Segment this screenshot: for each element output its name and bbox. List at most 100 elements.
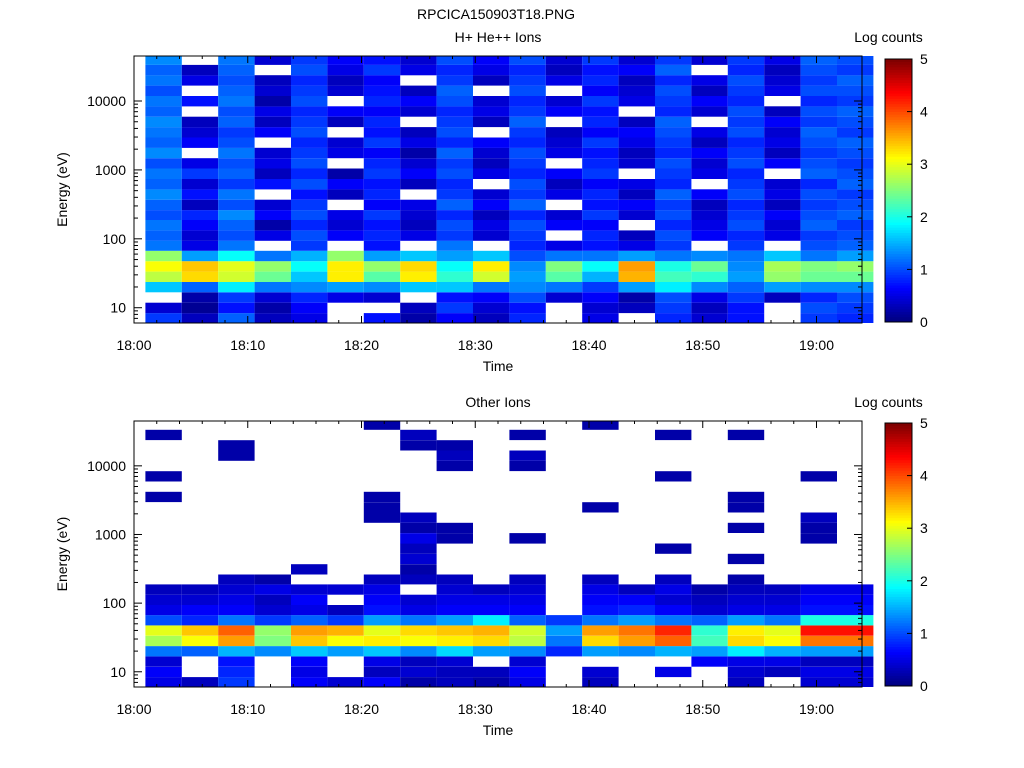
heatmap-cell (509, 281, 546, 293)
colorbar-tick-label: 2 (920, 573, 928, 589)
heatmap-cell (145, 179, 182, 190)
heatmap-cell (473, 96, 510, 107)
heatmap-cell (800, 292, 837, 303)
colorbar-segment (885, 643, 912, 647)
heatmap-cell (218, 281, 255, 293)
colorbar-segment (885, 430, 912, 434)
heatmap-cell (545, 220, 583, 231)
heatmap-cell (254, 615, 291, 626)
heatmap-cell (545, 147, 583, 159)
heatmap-cell (363, 491, 401, 503)
colorbar-segment (885, 185, 912, 189)
heatmap-cell (473, 677, 510, 687)
heatmap-cell (145, 302, 182, 314)
heatmap-cell (291, 127, 328, 138)
heatmap-cell (655, 635, 692, 647)
heatmap-cell (509, 574, 546, 585)
heatmap-cell (545, 625, 583, 636)
heatmap-cell (509, 313, 546, 323)
heatmap-cell (473, 189, 510, 200)
heatmap-cell (218, 302, 255, 314)
colorbar-segment (885, 222, 912, 226)
colorbar-segment (885, 657, 912, 661)
colorbar-segment (885, 190, 912, 194)
heatmap-cell (363, 512, 401, 523)
heatmap-cell (545, 64, 583, 76)
colorbar-segment (885, 549, 912, 553)
heatmap-cell (291, 240, 328, 251)
heatmap-cell (655, 147, 692, 159)
heatmap-cell (363, 56, 401, 65)
heatmap-cell (837, 250, 874, 262)
colorbar-segment (885, 609, 912, 613)
colorbar-segment (885, 536, 912, 540)
heatmap-cell (837, 210, 874, 220)
heatmap-cell (181, 250, 219, 262)
colorbar-segment (885, 480, 912, 484)
colorbar-segment (885, 512, 912, 516)
heatmap-cell (218, 625, 255, 636)
heatmap-cell (400, 512, 437, 523)
colorbar-segment (885, 675, 912, 679)
heatmap-cell (218, 220, 255, 231)
colorbar-segment (885, 122, 912, 126)
heatmap-cell (582, 615, 619, 626)
panel-title: H+ He++ Ions (455, 29, 542, 45)
heatmap-cell (582, 64, 619, 76)
heatmap-cell (582, 281, 619, 293)
heatmap-cell (363, 574, 401, 585)
heatmap-cell (145, 605, 182, 616)
panel-1: 18:00 18:10 18:20 18:30 18:40 18:50 19:0010100… (54, 29, 928, 374)
heatmap-cell (800, 584, 837, 595)
heatmap-cell (291, 656, 328, 667)
heatmap-cell (363, 96, 401, 107)
colorbar-segment (885, 636, 912, 640)
heatmap-cell (727, 429, 765, 441)
heatmap-cell (800, 168, 837, 179)
heatmap-cell (400, 179, 437, 190)
heatmap-cell (727, 594, 765, 605)
heatmap-cell (837, 615, 874, 626)
heatmap-cell (582, 625, 619, 636)
heatmap-cell (509, 594, 546, 605)
heatmap-cell (727, 106, 765, 117)
heatmap-cell (800, 116, 837, 128)
colorbar-segment (885, 638, 912, 642)
colorbar-segment (885, 428, 912, 432)
heatmap-cell (218, 199, 255, 211)
heatmap-cell (800, 210, 837, 220)
heatmap-cell (545, 96, 583, 107)
colorbar-segment (885, 528, 912, 532)
heatmap-cell (145, 240, 182, 251)
heatmap-cell (181, 302, 219, 314)
y-tick-label: 10 (110, 664, 126, 680)
heatmap-cell (218, 594, 255, 605)
heatmap-cell (764, 615, 801, 626)
heatmap-cell (254, 261, 291, 272)
heatmap-cell (655, 189, 692, 200)
heatmap-cell (181, 96, 219, 107)
colorbar-segment (885, 507, 912, 511)
heatmap-cell (327, 250, 364, 262)
heatmap-cell (655, 471, 692, 482)
heatmap-cell (618, 199, 655, 211)
heatmap-cell (655, 584, 692, 595)
heatmap-cell (181, 137, 219, 148)
colorbar-tick-label: 1 (920, 261, 928, 277)
heatmap-cell (800, 106, 837, 117)
heatmap-cell (655, 116, 692, 128)
heatmap-cell (800, 240, 837, 251)
heatmap-cell (509, 460, 546, 472)
heatmap-cell (727, 646, 765, 657)
colorbar-tick-label: 4 (920, 468, 928, 484)
heatmap-cell (291, 635, 328, 647)
colorbar-segment (885, 654, 912, 658)
colorbar-segment (885, 612, 912, 616)
heatmap-cell (727, 199, 765, 211)
x-tick-label: 18:40 (571, 337, 606, 353)
heatmap-cell (181, 230, 219, 241)
colorbar-segment (885, 316, 912, 320)
heatmap-cell (291, 302, 328, 314)
heatmap-cell (655, 261, 692, 272)
heatmap-cell (545, 137, 583, 148)
